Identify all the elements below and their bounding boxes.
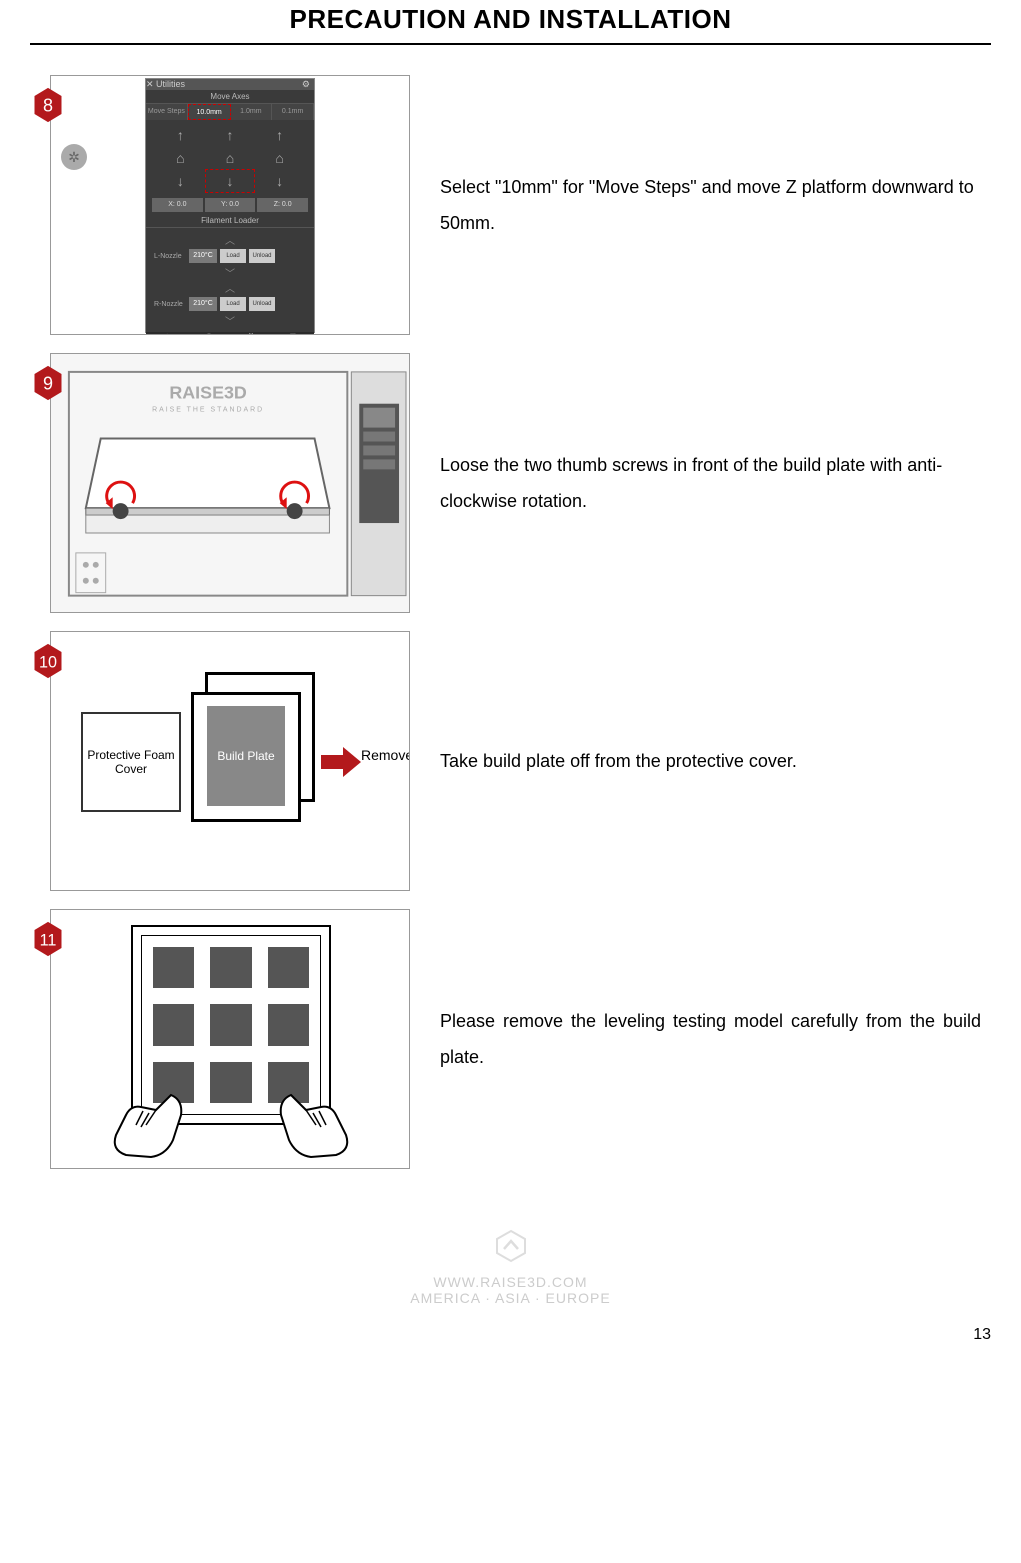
chevron-down-icon: ﹀ [154, 265, 306, 280]
nav-utilities: ✕Utilities [230, 332, 272, 335]
arrow-pad: ↑ ↑ ↑ ⌂ ⌂ ⌂ ↓ ↓ ↓ [146, 120, 314, 196]
svg-text:8: 8 [43, 95, 53, 115]
r-nozzle-row: R-Nozzle 210°C Load Unload [154, 297, 306, 311]
home-icon: ⌂ [206, 147, 255, 169]
svg-text:RAISE3D: RAISE3D [169, 383, 247, 403]
chevron-down-icon: ﹀ [154, 313, 306, 328]
home-icon: ⌂ [255, 147, 304, 169]
step-badge-8: 8 [30, 87, 66, 123]
xyz-readout: X: 0.0 Y: 0.0 Z: 0.0 [146, 196, 314, 214]
right-hand-icon [271, 1085, 361, 1165]
step-badge-10: 10 [30, 643, 66, 679]
brand-logo-icon [494, 1229, 528, 1263]
home-icon: ⌂ [156, 147, 205, 169]
tab-movesteps: Move Steps [146, 104, 188, 120]
l-nozzle-temp: 210°C [189, 249, 217, 263]
arrow-down-icon: ↓ [156, 170, 205, 192]
remove-arrow-icon [321, 747, 361, 777]
touchscreen-ui: ✕ Utilities⚙ Move Axes Move Steps 10.0mm… [145, 78, 315, 333]
tab-01mm: 0.1mm [272, 104, 314, 120]
z-pos: Z: 0.0 [257, 198, 308, 212]
z-down-highlighted-icon: ↓ [206, 170, 255, 192]
step-badge-9: 9 [30, 365, 66, 401]
filament-section: ︿ L-Nozzle 210°C Load Unload ﹀ ︿ R-Nozzl… [146, 228, 314, 332]
page-title: PRECAUTION AND INSTALLATION [30, 0, 991, 45]
unload-button: Unload [249, 297, 275, 311]
left-hand-icon [101, 1085, 191, 1165]
l-nozzle-row: L-Nozzle 210°C Load Unload [154, 249, 306, 263]
load-button: Load [220, 249, 246, 263]
step-8-row: 8 ✕ Utilities⚙ Move Axes Move Steps 10.0… [30, 75, 991, 335]
chevron-up-icon: ︿ [154, 232, 306, 247]
step-8-description: Select "10mm" for "Move Steps" and move … [440, 169, 991, 241]
step-10-row: 10 Protective Foam Cover Build Plate Rem… [30, 631, 991, 891]
step-9-illustration: RAISE3D RAISE THE STANDARD [50, 353, 410, 613]
svg-text:9: 9 [43, 373, 53, 393]
gear-callout-icon: ✲ [61, 144, 87, 170]
y-pos: Y: 0.0 [205, 198, 256, 212]
chevron-up-icon: ︿ [154, 280, 306, 295]
step-10-illustration: Protective Foam Cover Build Plate Remove… [50, 631, 410, 891]
nav-tune: ◷Tune [188, 332, 230, 335]
arrow-down-icon: ↓ [255, 170, 304, 192]
r-nozzle-label: R-Nozzle [154, 301, 186, 308]
unload-button: Unload [249, 249, 275, 263]
arrow-up-icon: ↑ [255, 124, 304, 146]
step-8-illustration: ✕ Utilities⚙ Move Axes Move Steps 10.0mm… [50, 75, 410, 335]
build-plate-label: Build Plate [207, 706, 285, 806]
load-button: Load [220, 297, 246, 311]
printer-front-view: RAISE3D RAISE THE STANDARD [51, 354, 409, 613]
footer-url: WWW.RAISE3D.COM [30, 1274, 991, 1290]
step-9-row: 9 RAISE3D RAISE THE STANDARD [30, 353, 991, 613]
nav-print: ▣Print [272, 332, 314, 335]
leveling-test-squares [153, 947, 309, 1103]
arrow-up-icon: ↑ [206, 124, 255, 146]
page-number: 13 [30, 1326, 991, 1354]
filament-loader-label: Filament Loader [146, 214, 314, 228]
bottom-nav: ⌂Home ◷Tune ✕Utilities ▣Print [146, 332, 314, 335]
foam-box: Build Plate [191, 672, 321, 832]
arrow-up-icon: ↑ [156, 124, 205, 146]
r-nozzle-temp: 210°C [189, 297, 217, 311]
tab-1mm: 1.0mm [231, 104, 273, 120]
l-nozzle-label: L-Nozzle [154, 253, 186, 260]
remove-label: Remove! [361, 747, 410, 763]
footer-regions: AMERICA · ASIA · EUROPE [30, 1290, 991, 1306]
step-badge-11: 11 [30, 921, 66, 957]
step-11-row: 11 Please remove the leveling testing mo… [30, 909, 991, 1169]
step-11-illustration [50, 909, 410, 1169]
nav-home: ⌂Home [146, 332, 188, 335]
svg-text:10: 10 [39, 653, 57, 671]
footer: WWW.RAISE3D.COM AMERICA · ASIA · EUROPE [30, 1229, 991, 1306]
ui-header: ✕ Utilities⚙ [146, 79, 314, 90]
svg-text:11: 11 [40, 931, 57, 949]
move-axes-label: Move Axes [146, 90, 314, 104]
step-11-description: Please remove the leveling testing model… [440, 1003, 991, 1075]
x-pos: X: 0.0 [152, 198, 203, 212]
foam-cover-label: Protective Foam Cover [81, 712, 181, 812]
tab-10mm: 10.0mm [188, 104, 231, 120]
svg-text:RAISE THE STANDARD: RAISE THE STANDARD [152, 407, 264, 414]
step-10-description: Take build plate off from the protective… [440, 743, 991, 779]
move-steps-tabs: Move Steps 10.0mm 1.0mm 0.1mm [146, 104, 314, 120]
step-9-description: Loose the two thumb screws in front of t… [440, 447, 991, 519]
